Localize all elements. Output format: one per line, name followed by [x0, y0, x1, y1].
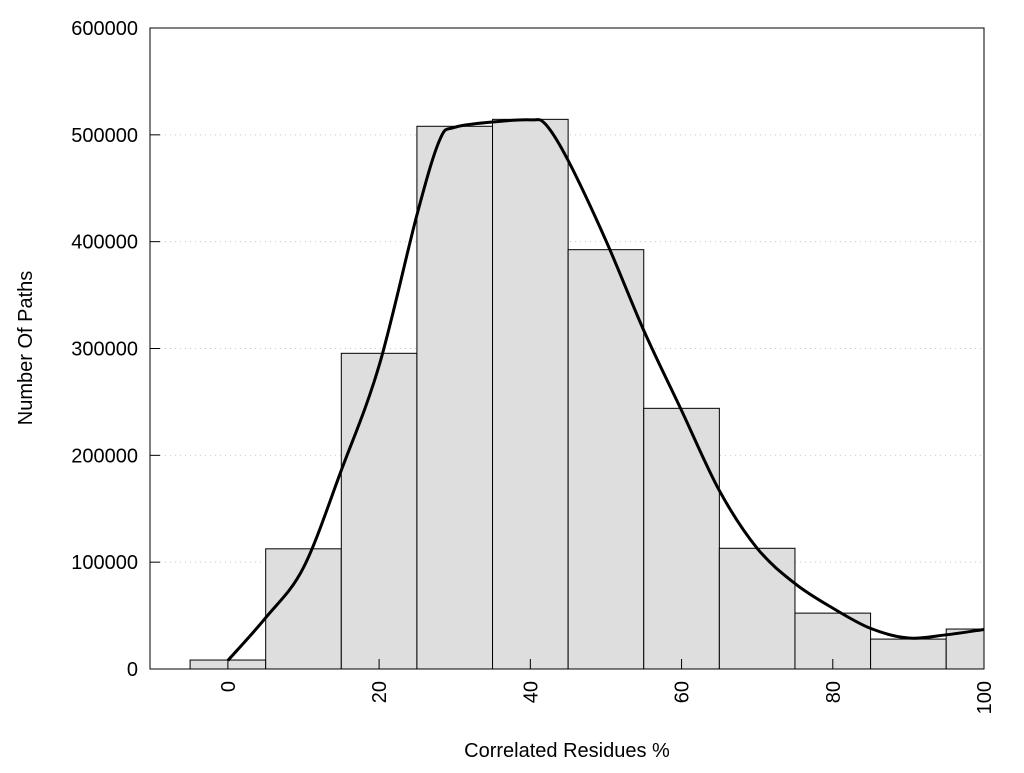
density-curve [226, 118, 985, 662]
gridlines [150, 134, 984, 563]
y-tick-label: 400000 [71, 232, 138, 254]
y-axis-ticks: 0 100000 200000 300000 400000 500000 600000 [71, 18, 160, 681]
x-tick-label: 40 [520, 681, 542, 703]
bar-20 [340, 352, 418, 670]
bar-90 [870, 638, 947, 670]
y-tick-label: 0 [127, 659, 138, 681]
bar-70 [718, 547, 796, 670]
x-axis-label: Correlated Residues % [464, 740, 670, 762]
bar-60 [643, 407, 720, 670]
y-axis-label: Number Of Paths [15, 271, 37, 426]
x-tick-label: 20 [369, 681, 391, 703]
y-tick-label: 500000 [71, 125, 138, 147]
y-tick-label: 100000 [71, 552, 138, 574]
x-tick-label: 80 [823, 681, 845, 703]
y-tick-label: 200000 [71, 445, 138, 467]
y-tick-label: 300000 [71, 339, 138, 361]
y-tick-label: 600000 [71, 18, 138, 40]
bar-40 [492, 118, 569, 670]
bars [189, 118, 985, 670]
x-tick-label: 0 [218, 681, 240, 692]
x-tick-label: 60 [672, 681, 694, 703]
bar-50 [567, 249, 645, 670]
bar-30 [416, 125, 494, 670]
x-axis-ticks: 0 20 40 60 80 100 [218, 659, 996, 714]
x-tick-label: 100 [974, 681, 996, 714]
